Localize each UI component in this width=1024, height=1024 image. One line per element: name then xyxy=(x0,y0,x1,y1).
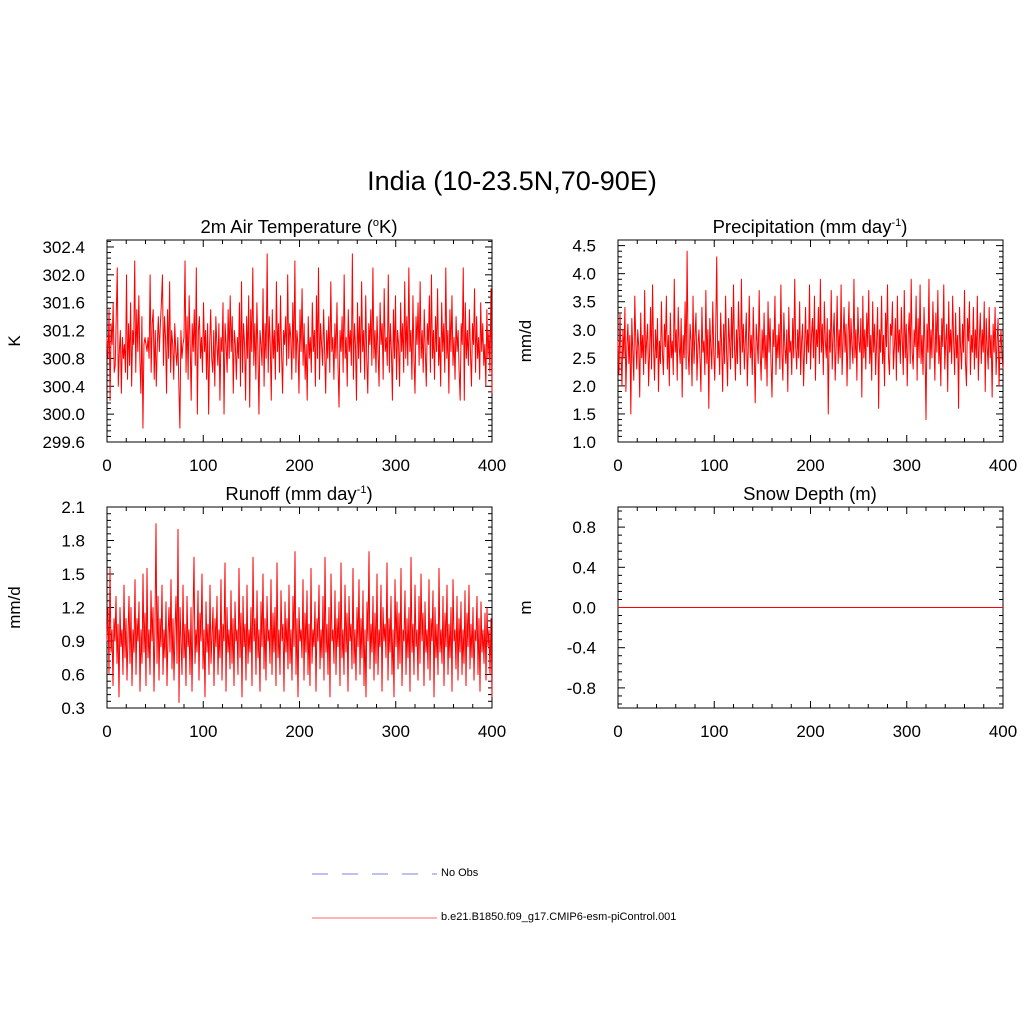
y-tick-label-snow-depth: -0.8 xyxy=(567,679,596,698)
x-tick-label-precipitation: 0 xyxy=(613,456,622,475)
x-tick-label-runoff: 0 xyxy=(102,722,111,741)
x-tick-label-temperature: 300 xyxy=(382,456,410,475)
y-tick-label-precipitation: 3.0 xyxy=(572,321,596,340)
x-tick-label-precipitation: 100 xyxy=(700,456,728,475)
panel-temperature: 0 100 200 300 400 299.6 300.0 300.4 300.8 301.2 30… xyxy=(5,238,506,475)
y-tick-label-temperature: 300.0 xyxy=(42,405,85,424)
y-tick-label-precipitation: 2.0 xyxy=(572,377,596,396)
y-axis-label-temperature: K xyxy=(5,335,24,347)
series-line-precipitation xyxy=(617,250,1004,421)
y-tick-label-runoff: 2.1 xyxy=(61,498,85,517)
x-tick-label-runoff: 300 xyxy=(382,722,410,741)
x-tick-label-temperature: 100 xyxy=(189,456,217,475)
panel-title-runoff-main: Runoff (mm day xyxy=(225,483,357,504)
panel-title-runoff-sup: -1 xyxy=(356,483,367,496)
y-tick-label-temperature: 301.6 xyxy=(42,294,85,313)
panel-title-runoff-tail: ) xyxy=(366,483,373,504)
x-tick-label-runoff: 100 xyxy=(189,722,217,741)
panel-snow-depth: 0 100 200 300 400 -0.8 -0.4 0.0 0.4 0.8 m xyxy=(516,506,1017,741)
y-tick-label-snow-depth: 0.8 xyxy=(572,518,596,537)
panel-title-temperature: 2m Air Temperature (oK) xyxy=(200,216,397,238)
panel-title-snow-depth-main: Snow Depth (m) xyxy=(743,483,877,504)
legend-lines xyxy=(312,873,437,919)
y-axis-label-precipitation: mm/d xyxy=(516,320,535,363)
y-axis-label-runoff: mm/d xyxy=(5,586,24,629)
x-tick-label-temperature: 400 xyxy=(478,456,506,475)
y-tick-label-precipitation: 1.5 xyxy=(572,405,596,424)
x-tick-label-temperature: 0 xyxy=(102,456,111,475)
y-tick-label-runoff: 1.8 xyxy=(61,532,85,551)
y-tick-label-runoff: 0.3 xyxy=(61,699,85,718)
x-tick-label-snow-depth: 100 xyxy=(700,722,728,741)
x-tick-label-precipitation: 300 xyxy=(893,456,921,475)
x-tick-label-precipitation: 200 xyxy=(796,456,824,475)
panels: 0 100 200 300 400 299.6 300.0 300.4 300.8 301.2 30… xyxy=(5,237,1017,741)
y-tick-label-precipitation: 2.5 xyxy=(572,349,596,368)
series-line-temperature xyxy=(106,253,493,429)
y-tick-label-precipitation: 4.0 xyxy=(572,265,596,284)
x-tick-label-snow-depth: 300 xyxy=(893,722,921,741)
panel-title-runoff: Runoff (mm day-1) xyxy=(225,483,372,505)
legend-label-no-obs: No Obs xyxy=(441,867,479,879)
y-tick-label-temperature: 301.2 xyxy=(42,322,85,341)
y-tick-label-temperature: 300.4 xyxy=(42,377,85,396)
x-tick-label-snow-depth: 0 xyxy=(613,722,622,741)
y-tick-label-runoff: 0.9 xyxy=(61,632,85,651)
x-tick-label-runoff: 400 xyxy=(478,722,506,741)
figure-title: India (10-23.5N,70-90E) xyxy=(367,166,657,196)
panel-title-precipitation-main: Precipitation (mm day xyxy=(712,216,892,237)
y-tick-label-runoff: 1.5 xyxy=(61,565,85,584)
panel-title-precipitation-sup: -1 xyxy=(891,216,902,229)
y-tick-label-precipitation: 1.0 xyxy=(572,433,596,452)
y-tick-label-precipitation: 3.5 xyxy=(572,293,596,312)
y-tick-label-snow-depth: 0.0 xyxy=(572,599,596,618)
panel-title-temperature-sup: o xyxy=(372,216,380,229)
panel-title-snow-depth: Snow Depth (m) xyxy=(743,483,877,505)
x-tick-label-snow-depth: 400 xyxy=(989,722,1017,741)
y-tick-label-temperature: 299.6 xyxy=(42,433,85,452)
panel-title-temperature-tail: K) xyxy=(379,216,398,237)
x-tick-label-runoff: 200 xyxy=(285,722,313,741)
y-tick-label-runoff: 1.2 xyxy=(61,599,85,618)
y-tick-label-snow-depth: -0.4 xyxy=(567,639,596,658)
y-axis-label-snow-depth: m xyxy=(516,600,535,614)
y-tick-label-runoff: 0.6 xyxy=(61,666,85,685)
series-line-runoff xyxy=(106,523,493,703)
y-tick-label-temperature: 302.0 xyxy=(42,266,85,285)
panel-precipitation: 0 100 200 300 400 1.0 1.5 2.0 2.5 3.0 3.5 4.0 4.5 mm/… xyxy=(516,237,1017,475)
panel-title-precipitation-tail: ) xyxy=(901,216,908,237)
legend-label-model-run: b.e21.B1850.f09_g17.CMIP6-esm-piControl.… xyxy=(441,911,677,923)
panel-title-precipitation: Precipitation (mm day-1) xyxy=(713,216,908,238)
panel-title-temperature-main: 2m Air Temperature ( xyxy=(200,216,373,237)
panel-runoff: 0 100 200 300 400 0.3 0.6 0.9 1.2 1.5 1.8 2.1 mm/d xyxy=(5,498,506,741)
y-tick-label-temperature: 302.4 xyxy=(42,238,85,257)
x-tick-label-precipitation: 400 xyxy=(989,456,1017,475)
y-tick-label-temperature: 300.8 xyxy=(42,349,85,368)
y-tick-label-precipitation: 4.5 xyxy=(572,237,596,256)
x-tick-label-temperature: 200 xyxy=(285,456,313,475)
x-tick-label-snow-depth: 200 xyxy=(796,722,824,741)
y-tick-label-snow-depth: 0.4 xyxy=(572,558,596,577)
